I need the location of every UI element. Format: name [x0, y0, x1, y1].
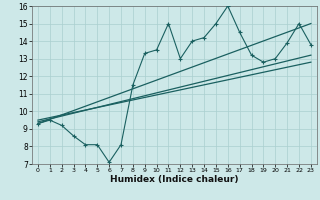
X-axis label: Humidex (Indice chaleur): Humidex (Indice chaleur) — [110, 175, 239, 184]
